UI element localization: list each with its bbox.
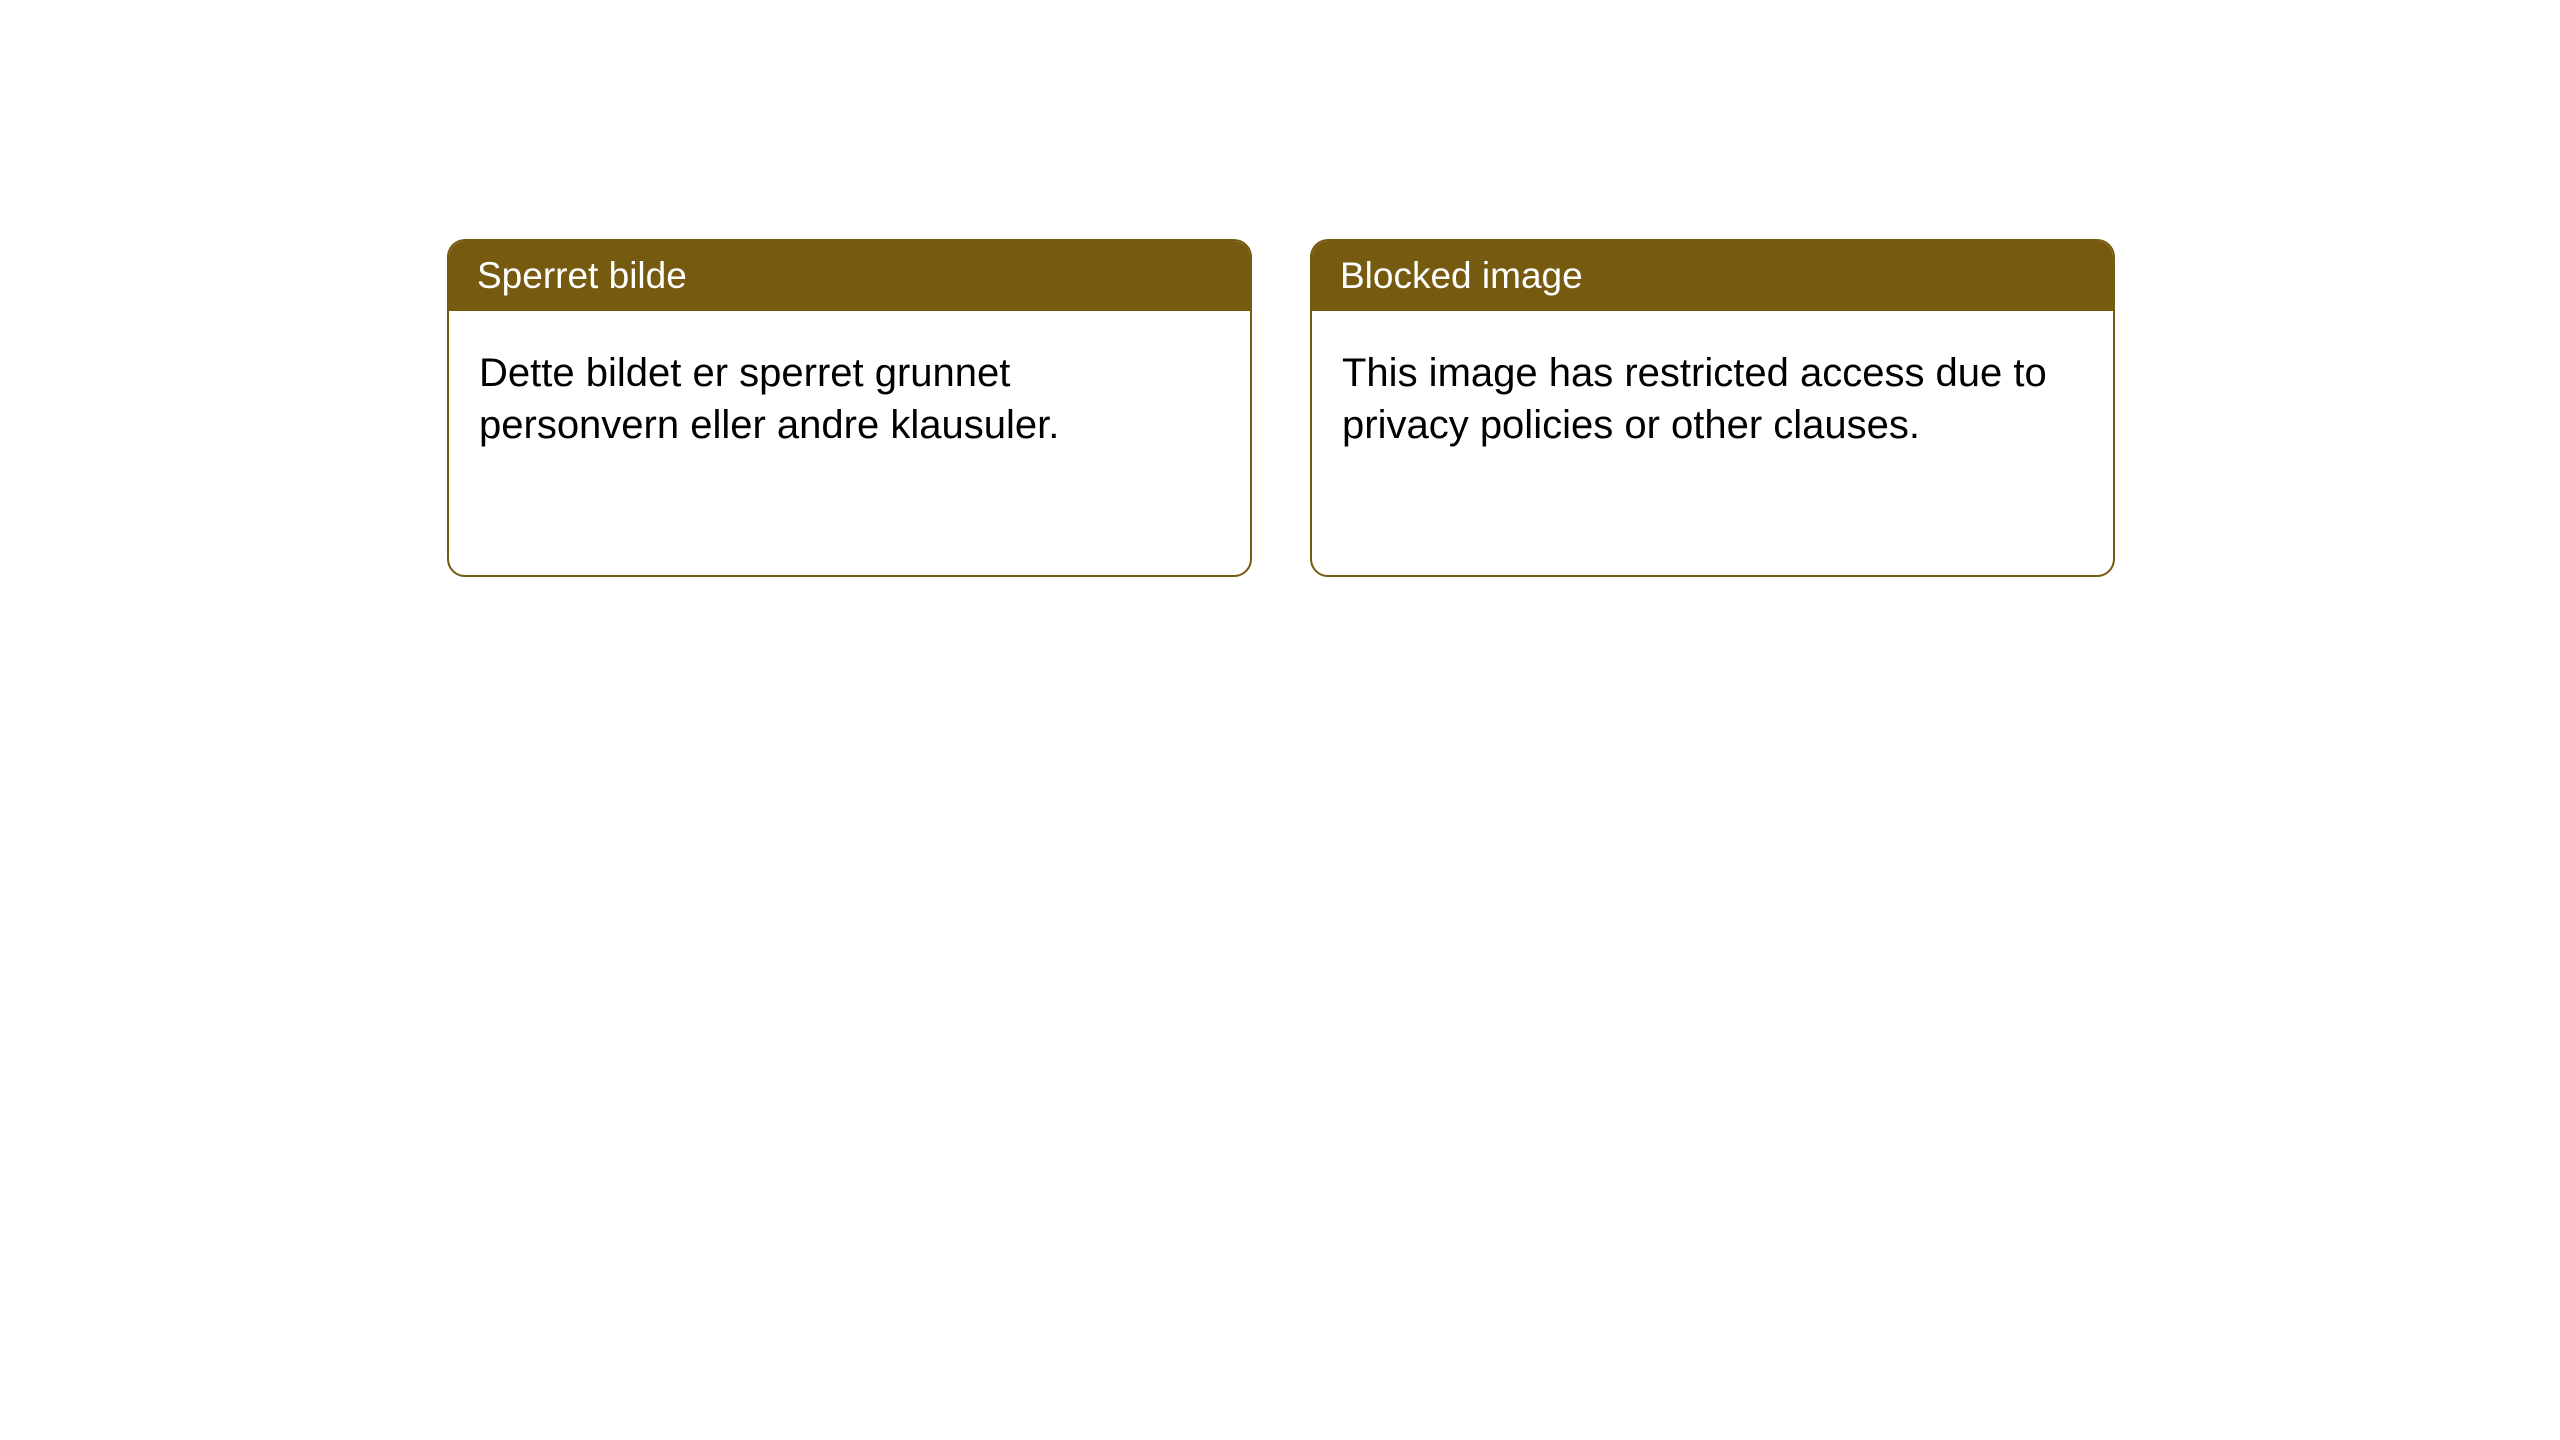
blocked-image-card-norwegian: Sperret bilde Dette bildet er sperret gr…	[447, 239, 1252, 577]
card-body-norwegian: Dette bildet er sperret grunnet personve…	[449, 311, 1250, 487]
card-body-english: This image has restricted access due to …	[1312, 311, 2113, 487]
card-header-english: Blocked image	[1312, 241, 2113, 311]
card-header-norwegian: Sperret bilde	[449, 241, 1250, 311]
blocked-image-card-english: Blocked image This image has restricted …	[1310, 239, 2115, 577]
message-cards-container: Sperret bilde Dette bildet er sperret gr…	[447, 239, 2115, 577]
